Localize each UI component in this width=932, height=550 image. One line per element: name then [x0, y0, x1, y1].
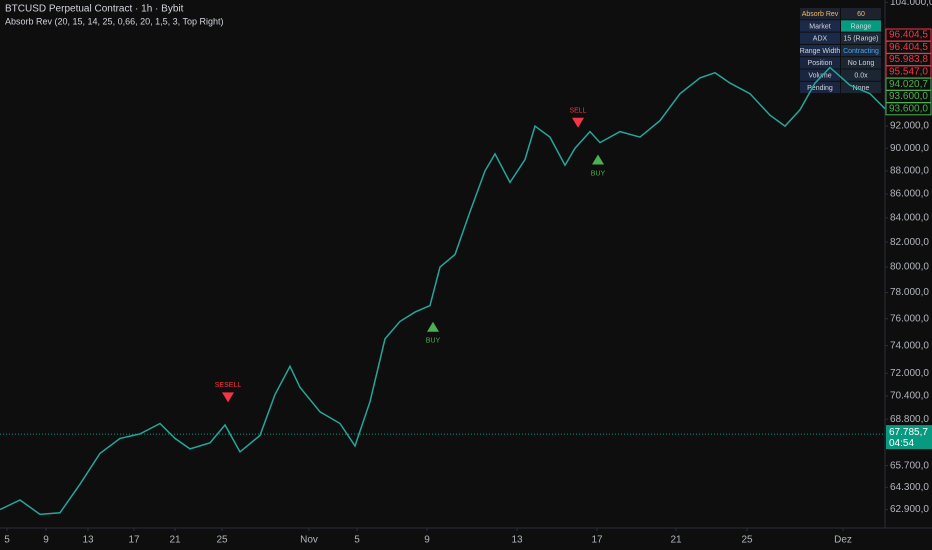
y-tick-label: 104.000,0	[890, 0, 932, 8]
indicator-title: Absorb Rev (20, 15, 14, 25, 0,66, 20, 1,…	[5, 16, 223, 26]
price-tag-label: 96.404,5	[889, 42, 928, 53]
table-cell	[800, 32, 840, 44]
table-text: Range	[851, 23, 872, 30]
table-text: Absorb Rev	[802, 11, 839, 18]
current-price-label: 67.785,7	[889, 427, 928, 438]
signal-label: BUY	[591, 170, 606, 177]
signal-marker	[222, 392, 234, 403]
y-tick-label: 78.000,0	[890, 287, 929, 298]
price-tag-label: 95.547,0	[889, 67, 928, 78]
y-tick-label: 74.000,0	[890, 340, 929, 351]
table-cell	[841, 57, 881, 69]
price-tag-label: 93.600,0	[889, 103, 928, 114]
table-cell	[800, 44, 840, 57]
table-text: 15 (Range)	[843, 36, 878, 43]
price-line	[0, 66, 886, 516]
table-text: ADX	[813, 36, 828, 43]
x-tick-label: 9	[424, 535, 430, 546]
table-cell	[841, 20, 881, 32]
x-tick-label: 17	[591, 535, 603, 546]
y-tick-label: 80.000,0	[890, 262, 929, 273]
table-cell	[800, 69, 840, 81]
signal-marker	[572, 117, 584, 128]
price-tag-label: 95.983,8	[889, 54, 928, 65]
y-tick-label: 82.000,0	[890, 237, 929, 248]
x-tick-label: 13	[82, 535, 94, 546]
table-text: Contracting	[843, 48, 879, 55]
x-tick-label: 17	[128, 535, 140, 546]
y-tick-label: 68.800,0	[890, 414, 929, 425]
price-tag-box	[885, 102, 932, 116]
x-tick-label: 25	[741, 535, 753, 546]
table-text: Volume	[808, 72, 831, 79]
table-cell	[841, 32, 881, 44]
y-tick-label: 65.700,0	[890, 460, 929, 471]
table-text: 0.0x	[854, 72, 868, 79]
table-cell	[800, 8, 840, 20]
table-cell	[800, 57, 840, 69]
price-tag-label: 94.020,7	[889, 79, 928, 90]
price-tag-label: 93.600,0	[889, 91, 928, 102]
y-tick-label: 62.900,0	[890, 504, 929, 515]
table-text: Position	[808, 60, 833, 67]
x-tick-label: 13	[511, 535, 523, 546]
table-cell	[800, 81, 840, 94]
x-tick-label: 5	[4, 535, 10, 546]
countdown: 04:54	[889, 438, 914, 449]
x-tick-label: 21	[670, 535, 682, 546]
y-tick-label: 90.000,0	[890, 143, 929, 154]
y-tick-label: 76.000,0	[890, 313, 929, 324]
signal-marker	[427, 321, 439, 332]
signal-label: SELL	[569, 108, 586, 115]
y-tick-label: 84.000,0	[890, 212, 929, 223]
x-tick-label: 5	[354, 535, 360, 546]
y-tick-label: 72.000,0	[890, 368, 929, 379]
y-tick-label: 92.000,0	[890, 121, 929, 132]
x-tick-label: 9	[43, 535, 49, 546]
y-tick-label: 86.000,0	[890, 189, 929, 200]
table-cell	[841, 8, 881, 20]
x-tick-label: 25	[216, 535, 228, 546]
x-tick-label: Nov	[300, 535, 318, 546]
signal-label: BUY	[426, 338, 441, 345]
y-tick-label: 70.400,0	[890, 391, 929, 402]
table-cell	[841, 44, 881, 57]
table-cell	[841, 69, 881, 81]
table-text: 60	[857, 11, 865, 18]
table-cell	[841, 81, 881, 94]
table-cell	[800, 20, 840, 32]
y-tick-label: 64.300,0	[890, 482, 929, 493]
table-text: Market	[809, 23, 830, 30]
table-text: Range Width	[800, 48, 841, 55]
symbol-title: BTCUSD Perpetual Contract · 1h · Bybit	[5, 4, 184, 15]
x-tick-label: 21	[169, 535, 181, 546]
signal-marker	[592, 154, 604, 165]
table-text: No Long	[848, 60, 875, 67]
price-tag-label: 96.404,5	[889, 30, 928, 41]
current-price-box	[886, 425, 932, 450]
y-tick-label: 88.000,0	[890, 166, 929, 177]
signal-label: SESELL	[215, 382, 242, 389]
table-text: None	[853, 85, 870, 92]
x-tick-label: Dez	[834, 535, 852, 546]
table-text: Pending	[807, 85, 833, 92]
